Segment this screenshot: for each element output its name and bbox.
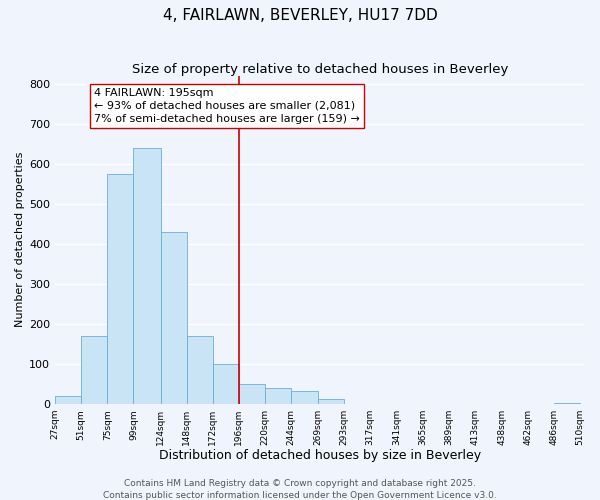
- Bar: [187, 336, 213, 404]
- Bar: [213, 364, 239, 404]
- Bar: [107, 174, 133, 404]
- Bar: [239, 384, 265, 404]
- Text: Contains HM Land Registry data © Crown copyright and database right 2025.
Contai: Contains HM Land Registry data © Crown c…: [103, 478, 497, 500]
- Text: 4 FAIRLAWN: 195sqm
← 93% of detached houses are smaller (2,081)
7% of semi-detac: 4 FAIRLAWN: 195sqm ← 93% of detached hou…: [94, 88, 360, 124]
- Title: Size of property relative to detached houses in Beverley: Size of property relative to detached ho…: [131, 62, 508, 76]
- Bar: [133, 148, 161, 404]
- Text: 4, FAIRLAWN, BEVERLEY, HU17 7DD: 4, FAIRLAWN, BEVERLEY, HU17 7DD: [163, 8, 437, 22]
- Bar: [161, 232, 187, 404]
- Y-axis label: Number of detached properties: Number of detached properties: [15, 152, 25, 328]
- Bar: [265, 388, 291, 404]
- Bar: [55, 396, 81, 404]
- Bar: [554, 403, 580, 404]
- Bar: [81, 336, 107, 404]
- X-axis label: Distribution of detached houses by size in Beverley: Distribution of detached houses by size …: [158, 450, 481, 462]
- Bar: [291, 391, 318, 404]
- Bar: [318, 400, 344, 404]
